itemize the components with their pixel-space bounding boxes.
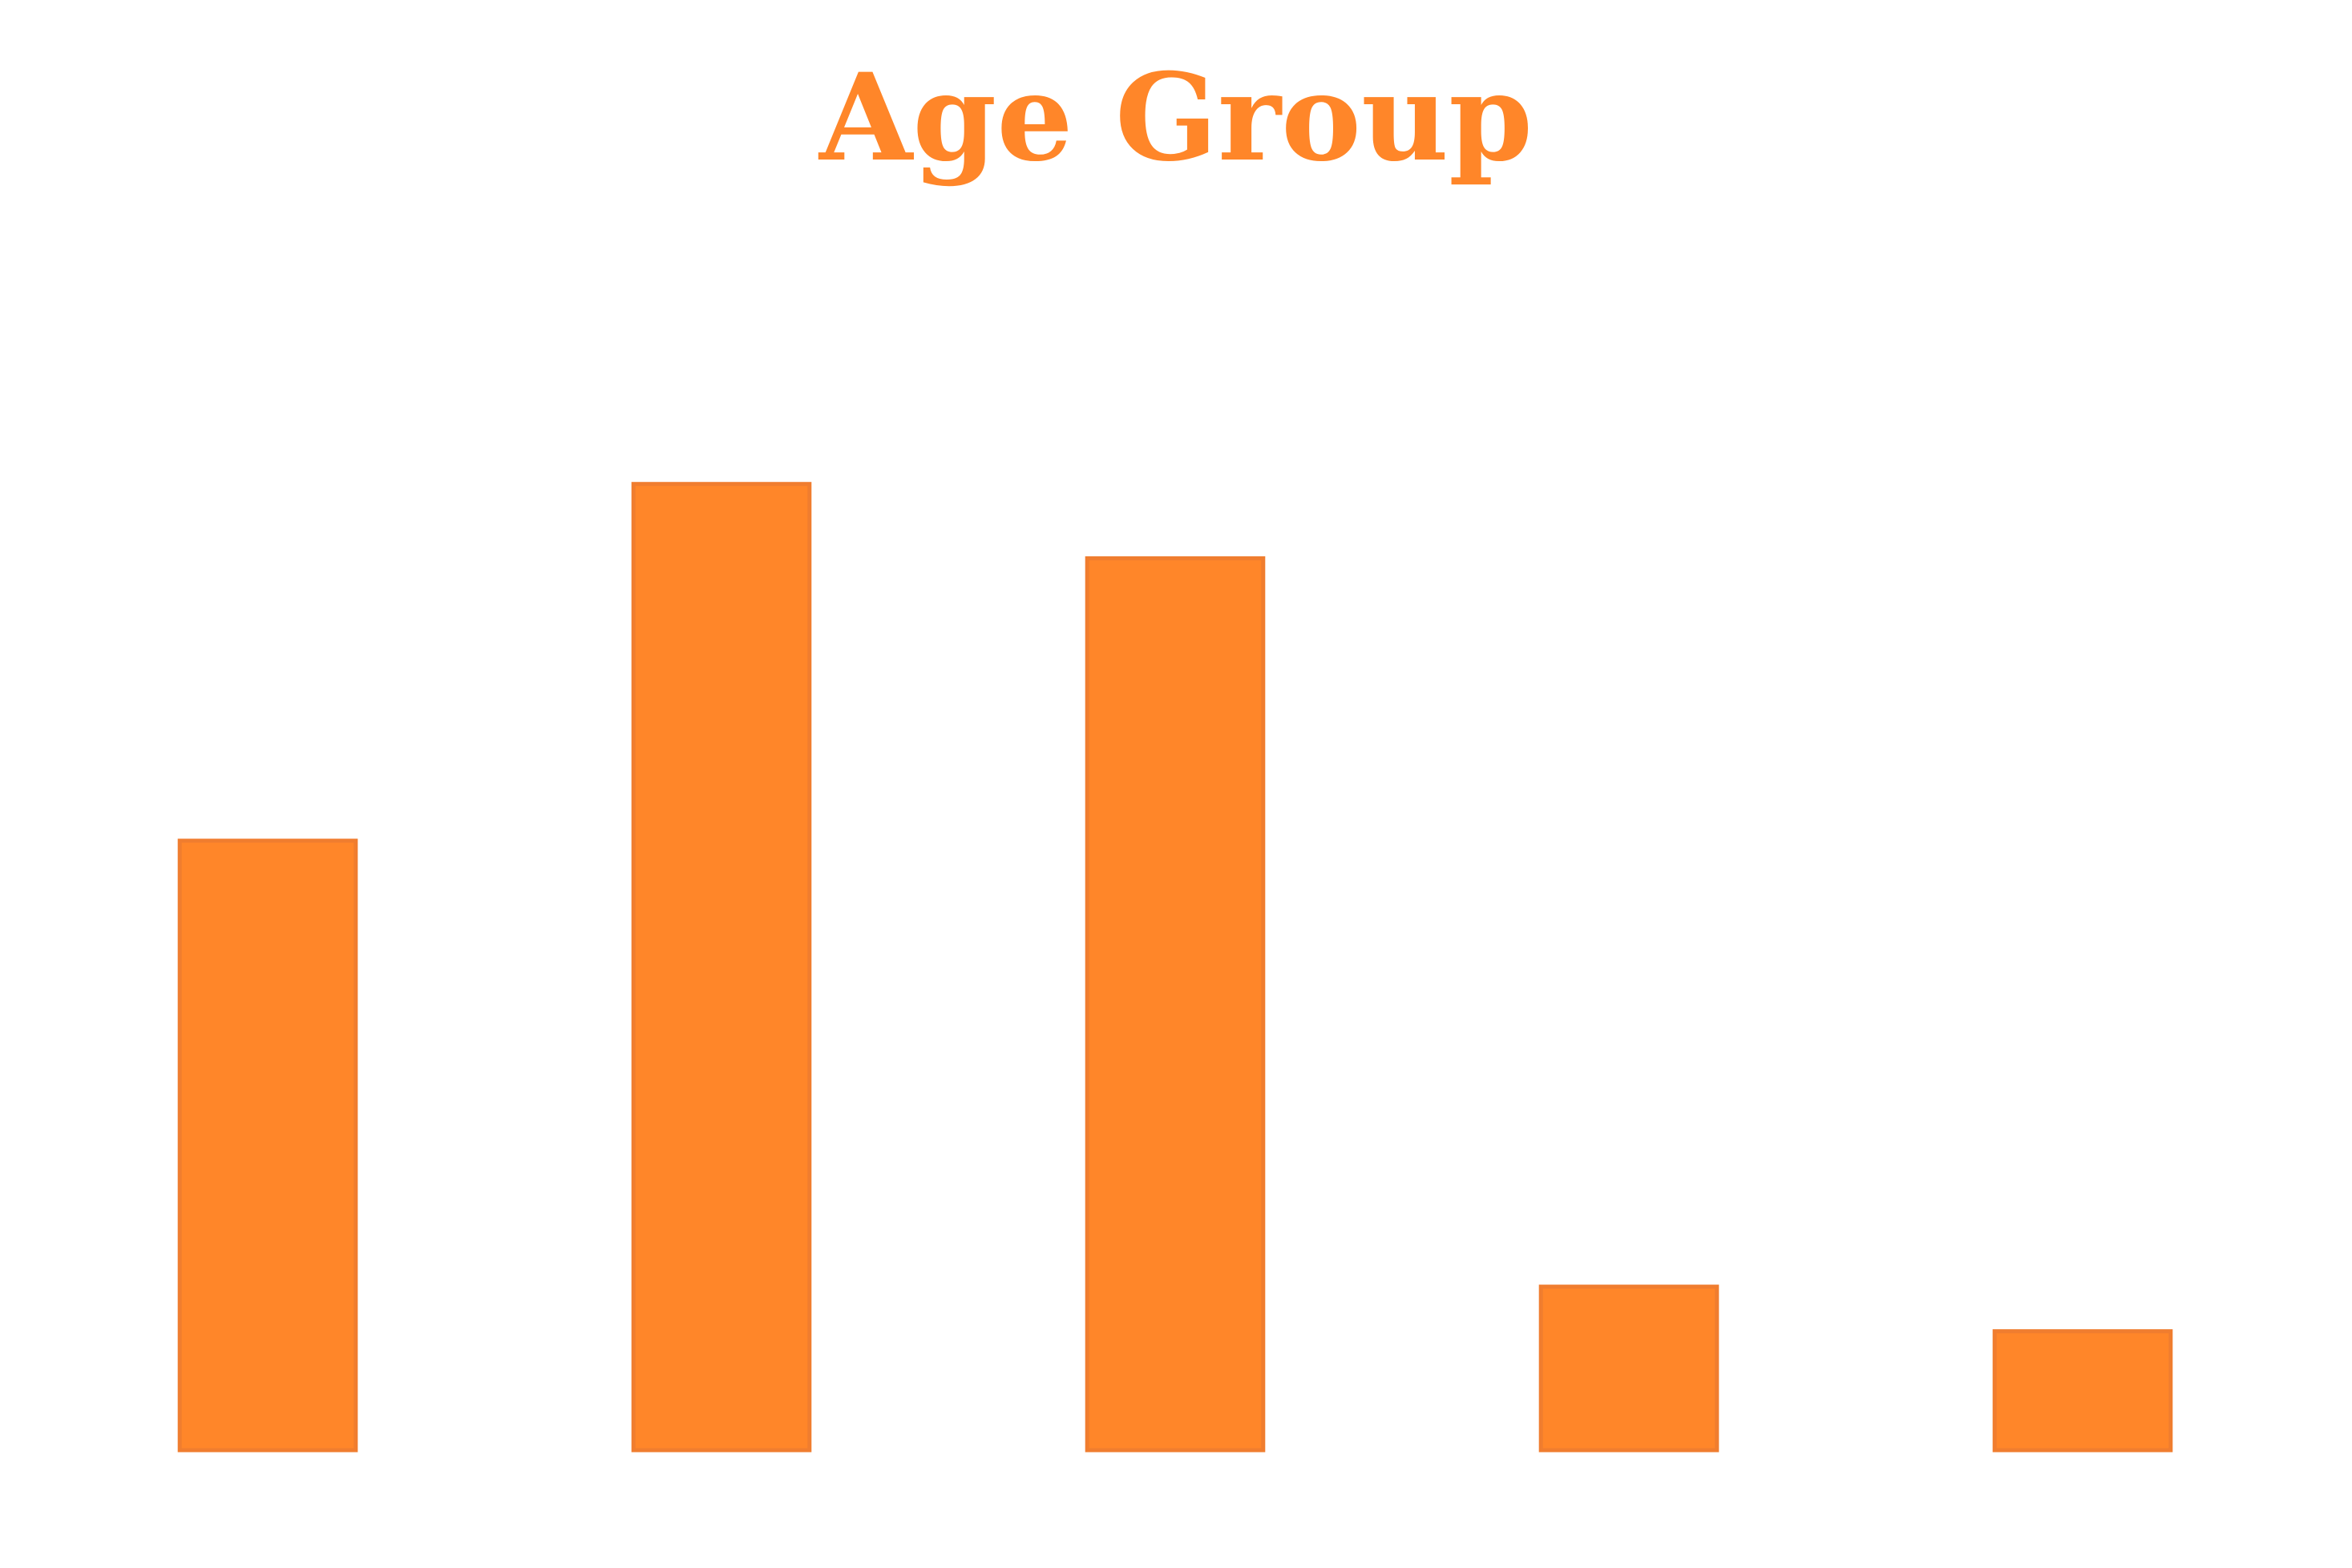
bar	[177, 839, 358, 1453]
bar	[1085, 556, 1266, 1453]
bar	[631, 482, 812, 1453]
chart-title: Age Group	[818, 47, 1533, 188]
bar	[1992, 1329, 2173, 1453]
bar	[1538, 1284, 1720, 1453]
